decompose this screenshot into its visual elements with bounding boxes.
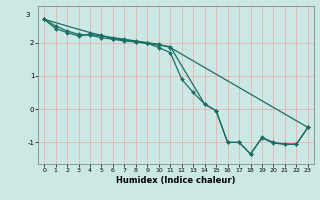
- Text: 3: 3: [26, 12, 30, 18]
- X-axis label: Humidex (Indice chaleur): Humidex (Indice chaleur): [116, 176, 236, 185]
